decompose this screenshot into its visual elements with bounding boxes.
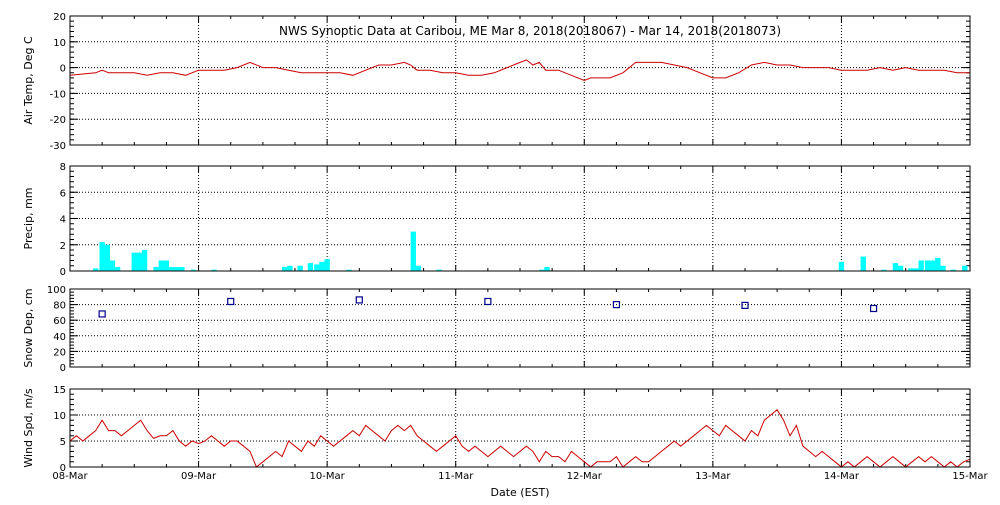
plot-frame-precip bbox=[69, 165, 971, 272]
snow-point bbox=[98, 310, 106, 318]
x-tick-label: 08-Mar bbox=[52, 471, 88, 482]
chart-title: NWS Synoptic Data at Caribou, ME Mar 8, … bbox=[279, 24, 781, 38]
y-tick-label: 15 bbox=[53, 385, 66, 396]
precip-bar bbox=[131, 252, 137, 271]
y-tick-label: -30 bbox=[50, 141, 66, 152]
precip-bar bbox=[950, 269, 956, 271]
wind-line bbox=[69, 409, 971, 468]
plot-frame-snow bbox=[69, 288, 971, 368]
snow-point bbox=[355, 296, 363, 304]
snow-point bbox=[612, 301, 621, 309]
precip-bar bbox=[141, 250, 148, 271]
panel-temp: 20 10 0 -10 -20 -30 Air Temp, Deg C bbox=[22, 12, 971, 152]
precip-bar bbox=[307, 263, 314, 271]
precip-bar bbox=[190, 269, 197, 271]
precip-bar bbox=[897, 265, 904, 271]
precip-bar bbox=[109, 260, 116, 271]
precip-bar bbox=[908, 268, 914, 271]
precip-bar bbox=[99, 242, 105, 271]
y-tick-label: 5 bbox=[60, 437, 66, 448]
panel-precip: 8 6 4 2 0 Precip, mm bbox=[22, 162, 971, 278]
panel-wind: 15 10 5 0 Wind Spd, m/s 08-Mar 09-Mar 10-Mar 11-… bbox=[22, 385, 988, 482]
x-tick-label: 09-Mar bbox=[181, 471, 217, 482]
y-axis-label: Air Temp, Deg C bbox=[22, 36, 35, 125]
precip-bar bbox=[158, 260, 164, 271]
precip-bar bbox=[410, 231, 416, 271]
precip-bar bbox=[314, 264, 320, 271]
precip-bar bbox=[174, 267, 180, 271]
y-tick-label: 60 bbox=[53, 316, 66, 327]
y-axis-label: Snow Dep, cm bbox=[22, 288, 35, 367]
precip-bar bbox=[918, 260, 924, 271]
precip-bar bbox=[544, 267, 550, 271]
precip-bar bbox=[436, 269, 442, 271]
precip-bar bbox=[940, 265, 946, 271]
x-tick-label: 10-Mar bbox=[310, 471, 346, 482]
precip-bar bbox=[297, 265, 303, 271]
y-axis-label: Wind Spd, m/s bbox=[22, 388, 35, 468]
plot-frame-wind bbox=[69, 388, 971, 468]
precip-bar bbox=[324, 259, 330, 271]
y-tick-label: 0 bbox=[60, 267, 66, 278]
precip-bar bbox=[415, 265, 422, 271]
x-axis-label: Date (EST) bbox=[490, 486, 549, 499]
precip-bar bbox=[168, 267, 175, 271]
plot-frame-temp bbox=[69, 15, 971, 146]
precip-bar bbox=[104, 244, 110, 271]
y-tick-label: 6 bbox=[60, 188, 66, 199]
precip-bar bbox=[881, 269, 887, 271]
y-tick-label: 10 bbox=[53, 411, 66, 422]
y-tick-label: -10 bbox=[50, 89, 66, 100]
temp-line bbox=[69, 59, 970, 82]
precip-bar bbox=[93, 268, 99, 271]
snow-point bbox=[741, 301, 749, 309]
y-axis-label: Precip, mm bbox=[22, 188, 35, 250]
precip-bar bbox=[163, 260, 170, 271]
precip-bar bbox=[539, 269, 545, 271]
y-tick-label: -20 bbox=[50, 115, 66, 126]
y-tick-label: 4 bbox=[60, 215, 66, 226]
x-tick-label: 13-Mar bbox=[695, 471, 731, 482]
y-tick-label: 10 bbox=[53, 38, 66, 49]
y-tick-label: 0 bbox=[60, 363, 66, 374]
precip-bar bbox=[892, 263, 899, 271]
precip-bar bbox=[924, 260, 931, 271]
y-tick-label: 20 bbox=[53, 347, 66, 358]
precip-bar bbox=[179, 267, 185, 271]
y-tick-label: 20 bbox=[53, 12, 66, 23]
x-tick-label: 14-Mar bbox=[824, 471, 860, 482]
precip-bar bbox=[935, 257, 941, 271]
precip-bar bbox=[136, 252, 143, 271]
y-tick-label: 0 bbox=[60, 64, 66, 75]
snow-point bbox=[869, 304, 878, 313]
precip-bar bbox=[913, 268, 919, 271]
precip-bar bbox=[153, 267, 159, 271]
y-tick-label: 100 bbox=[47, 285, 66, 296]
precip-bar bbox=[346, 269, 352, 271]
y-tick-label: 8 bbox=[60, 162, 66, 173]
y-tick-label: 2 bbox=[60, 241, 66, 252]
snow-point bbox=[227, 297, 235, 306]
x-tick-label: 12-Mar bbox=[567, 471, 603, 482]
precip-bar bbox=[860, 256, 866, 271]
y-tick-label: 0 bbox=[60, 463, 66, 474]
precip-bar bbox=[838, 261, 845, 271]
snow-point bbox=[484, 297, 492, 306]
precip-bar bbox=[287, 265, 293, 271]
y-tick-label: 40 bbox=[53, 332, 66, 343]
x-tick-label: 11-Mar bbox=[438, 471, 474, 482]
precip-bar bbox=[319, 261, 325, 271]
panel-snow: 100 80 60 40 20 0 Snow Dep, cm bbox=[22, 285, 971, 374]
y-tick-label: 80 bbox=[53, 301, 66, 312]
precip-bar bbox=[282, 267, 288, 271]
x-tick-label: 15-Mar bbox=[952, 471, 988, 482]
precip-bar bbox=[930, 260, 936, 271]
precip-bar bbox=[962, 265, 968, 271]
precip-bar bbox=[114, 267, 121, 271]
precip-bar bbox=[211, 269, 217, 271]
